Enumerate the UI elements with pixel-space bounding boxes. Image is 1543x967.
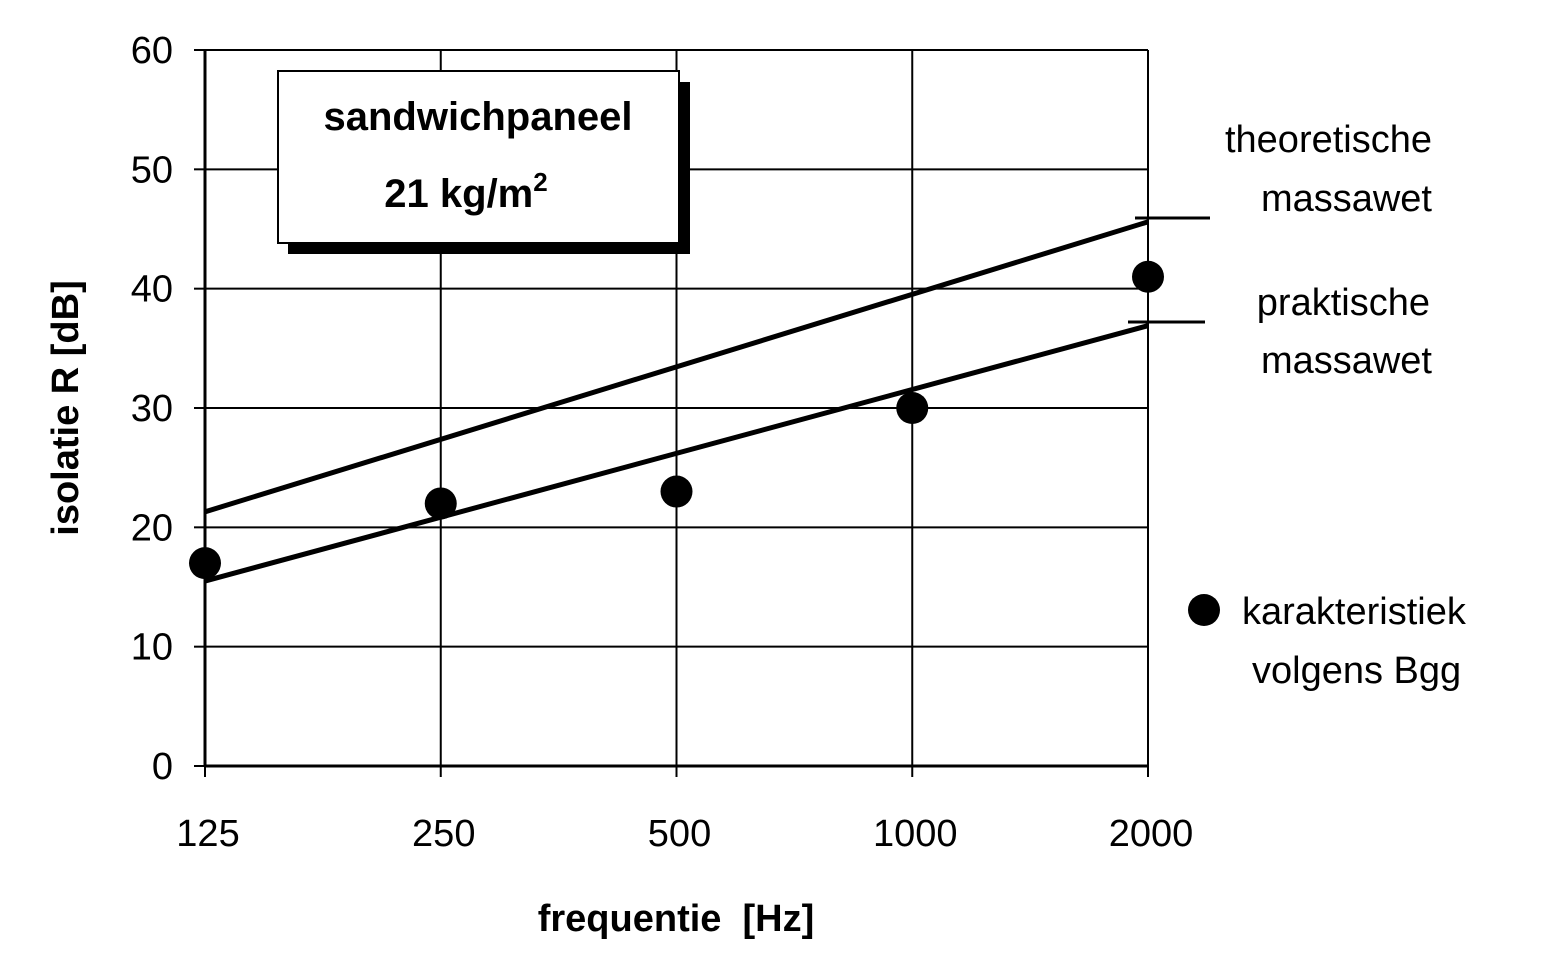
- legend-label-line2: volgens Bgg: [1252, 650, 1461, 692]
- subtitle-value: 21 kg/m: [384, 172, 533, 216]
- y-tick-label: 60: [131, 30, 173, 72]
- y-tick-labels: 0 10 20 30 40 50 60: [131, 30, 173, 788]
- y-tick-label: 30: [131, 388, 173, 430]
- label-theoretische-massawet: theoretische massawet: [1135, 119, 1432, 220]
- label-praktische-massawet: praktische massawet: [1128, 282, 1432, 382]
- title-box-frame: [277, 70, 680, 244]
- x-tick-labels: 125 250 500 1000 2000: [176, 813, 1193, 855]
- y-tick-label: 10: [131, 627, 173, 669]
- y-axis-title: isolatie R [dB]: [45, 280, 87, 535]
- x-tick-label: 500: [648, 813, 711, 855]
- x-axis-title: frequentie [Hz]: [538, 898, 815, 940]
- legend-label-line1: karakteristiek: [1242, 591, 1467, 633]
- series-lines: [204, 219, 1149, 584]
- title-box: sandwichpaneel 21 kg/m2: [277, 70, 690, 254]
- series-line-2: [204, 323, 1149, 584]
- x-tick-label: 250: [412, 813, 475, 855]
- series-line-1: [204, 219, 1149, 515]
- y-tick-label: 20: [131, 507, 173, 549]
- label-theoretische-line1: theoretische: [1225, 119, 1432, 161]
- x-tick-label: 125: [176, 813, 239, 855]
- y-tick-label: 50: [131, 149, 173, 191]
- label-theoretische-line2: massawet: [1261, 178, 1432, 220]
- y-tick-label: 0: [152, 746, 173, 788]
- data-point: [189, 547, 221, 580]
- data-point: [660, 475, 693, 508]
- data-point: [1132, 260, 1164, 293]
- subtitle-superscript: 2: [533, 167, 547, 197]
- x-tick-label: 2000: [1109, 813, 1194, 855]
- data-point: [896, 392, 929, 424]
- y-tick-label: 40: [131, 269, 173, 311]
- chart-subtitle: 21 kg/m2: [384, 167, 547, 216]
- label-praktische-line2: massawet: [1261, 340, 1432, 382]
- legend: karakteristiek volgens Bgg: [1188, 591, 1467, 692]
- data-points: [189, 260, 1164, 580]
- legend-marker: [1188, 594, 1220, 626]
- label-praktische-line1: praktische: [1257, 282, 1430, 324]
- chart-title: sandwichpaneel: [324, 95, 633, 139]
- x-tick-label: 1000: [873, 813, 958, 855]
- data-point: [424, 487, 457, 520]
